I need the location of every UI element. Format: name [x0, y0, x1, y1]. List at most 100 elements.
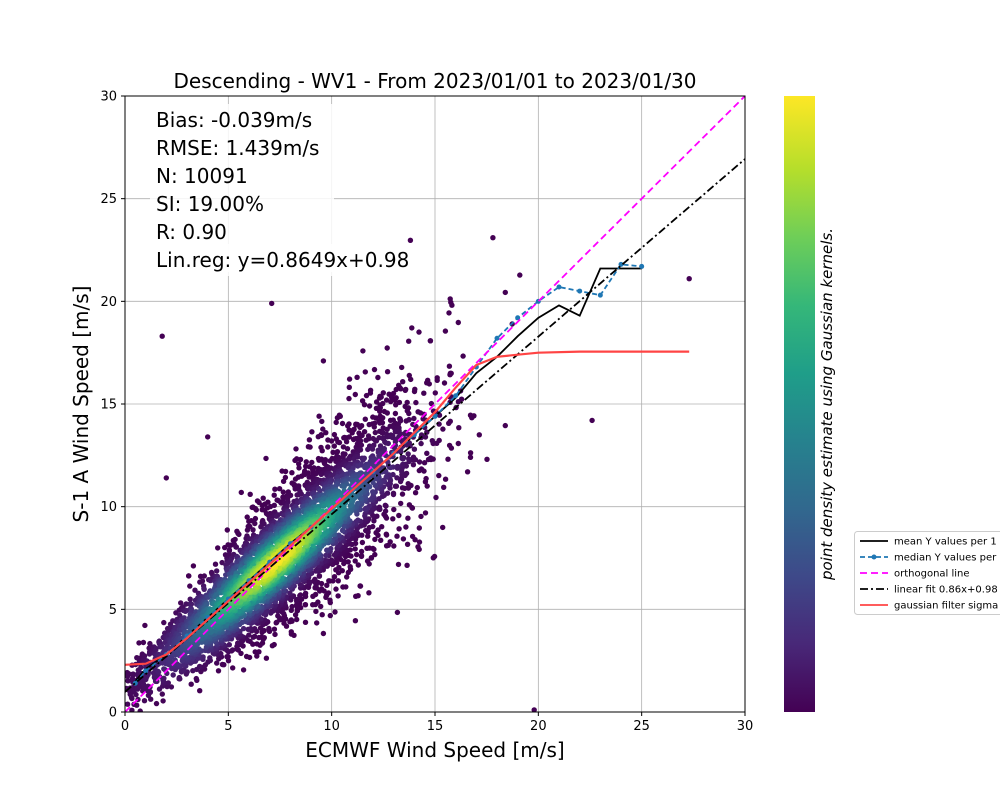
scatter-point	[310, 602, 316, 608]
scatter-point	[408, 376, 414, 383]
scatter-point	[302, 590, 309, 596]
scatter-point	[413, 399, 419, 406]
scatter-point	[165, 680, 171, 686]
scatter-point	[467, 454, 474, 460]
scatter-point	[347, 564, 353, 570]
scatter-point	[352, 618, 359, 624]
scatter-point	[229, 647, 236, 653]
scatter-point	[318, 432, 325, 439]
scatter-point	[250, 634, 256, 640]
scatter-point	[366, 524, 372, 531]
scatter-point	[484, 456, 490, 462]
scatter-point	[226, 642, 232, 648]
median-marker	[597, 292, 603, 298]
scatter-point	[207, 655, 213, 661]
scatter-point	[236, 531, 242, 538]
scatter-point	[253, 507, 259, 513]
chart-title: Descending - WV1 - From 2023/01/01 to 20…	[173, 69, 696, 93]
scatter-point	[265, 499, 271, 505]
scatter-point	[429, 438, 435, 444]
scatter-point	[360, 457, 366, 463]
stats-line: Lin.reg: y=0.8649x+0.98	[156, 248, 409, 272]
scatter-point	[333, 419, 339, 426]
legend: mean Y values per 1 median Y values per or…	[854, 531, 1000, 615]
scatter-point	[346, 434, 352, 440]
scatter-point	[268, 608, 274, 615]
scatter-point	[333, 549, 339, 556]
scatter-point	[183, 607, 190, 614]
scatter-point	[447, 372, 453, 378]
scatter-point	[517, 272, 523, 278]
scatter-point	[363, 505, 369, 511]
scatter-point	[384, 426, 390, 432]
scatter-point	[297, 582, 304, 588]
scatter-point	[331, 443, 337, 449]
scatter-point	[432, 390, 438, 396]
scatter-point	[129, 707, 135, 712]
scatter-point	[344, 446, 351, 452]
scatter-point	[380, 400, 386, 407]
scatter-point	[292, 612, 299, 618]
scatter-point	[370, 479, 376, 486]
scatter-point	[589, 417, 595, 424]
median-marker	[556, 284, 562, 290]
scatter-point	[288, 617, 294, 623]
scatter-point	[400, 379, 406, 385]
scatter-point	[378, 537, 384, 543]
scatter-point	[320, 358, 327, 364]
scatter-point	[418, 513, 424, 520]
scatter-point	[433, 494, 439, 501]
scatter-point	[190, 563, 197, 569]
scatter-point	[212, 561, 219, 567]
scatter-point	[382, 502, 388, 508]
scatter-point	[396, 526, 402, 532]
scatter-point	[446, 442, 453, 449]
y-axis-label: S-1 A Wind Speed [m/s]	[69, 286, 93, 523]
scatter-point	[426, 381, 432, 387]
scatter-point	[346, 456, 353, 462]
x-axis-label: ECMWF Wind Speed [m/s]	[305, 738, 564, 762]
scatter-point	[340, 584, 346, 590]
scatter-point	[275, 613, 281, 619]
scatter-point	[293, 446, 299, 452]
scatter-point	[445, 456, 451, 462]
scatter-point	[138, 664, 144, 670]
scatter-point	[337, 413, 343, 419]
scatter-point	[310, 593, 316, 599]
scatter-point	[200, 654, 206, 660]
scatter-point	[233, 544, 239, 550]
scatter-point	[160, 698, 166, 704]
scatter-point	[361, 402, 368, 408]
scatter-point	[394, 609, 401, 616]
scatter-point	[404, 399, 410, 406]
scatter-point	[354, 454, 361, 460]
scatter-point	[358, 548, 365, 555]
scatter-point	[398, 500, 404, 507]
scatter-point	[346, 384, 352, 390]
scatter-point	[359, 539, 366, 546]
scatter-point	[293, 602, 300, 608]
scatter-point	[289, 470, 295, 476]
scatter-point	[354, 374, 360, 380]
scatter-point	[456, 425, 462, 431]
scatter-point	[159, 691, 165, 697]
scatter-point	[199, 578, 206, 584]
scatter-point	[399, 491, 406, 497]
y-axis-ticks: 0 5 10 15 20 25 30	[100, 90, 125, 721]
scatter-point	[289, 603, 295, 610]
scatter-point	[282, 468, 289, 475]
scatter-point	[405, 451, 411, 457]
scatter-point	[205, 434, 211, 440]
scatter-point	[467, 450, 474, 456]
scatter-point	[385, 440, 391, 447]
scatter-point	[446, 420, 452, 426]
scatter-point	[331, 574, 338, 580]
scatter-point	[383, 531, 389, 537]
scatter-point	[254, 653, 260, 659]
median-marker	[432, 413, 438, 419]
scatter-point	[384, 369, 391, 375]
scatter-point	[440, 524, 446, 531]
scatter-point	[288, 629, 294, 635]
scatter-point	[256, 634, 262, 641]
